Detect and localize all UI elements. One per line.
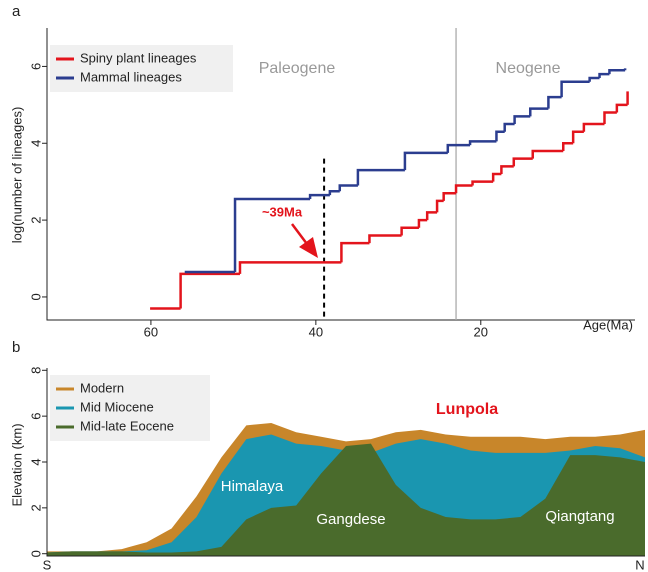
legend-label: Mid-late Eocene xyxy=(80,418,174,433)
step xyxy=(358,170,405,185)
y-tick-label: 6 xyxy=(28,63,43,70)
step xyxy=(609,70,625,74)
annotation: Qiangtang xyxy=(545,508,614,525)
step xyxy=(240,262,341,274)
annotation-arrow xyxy=(292,224,318,258)
y-tick-label: 2 xyxy=(28,504,43,511)
step xyxy=(493,174,501,182)
step xyxy=(604,113,616,125)
step xyxy=(600,74,610,78)
y-tick-label: 8 xyxy=(28,367,43,374)
step xyxy=(448,145,470,153)
step xyxy=(456,186,472,194)
step xyxy=(341,243,369,262)
step xyxy=(470,141,496,145)
panel-letter: b xyxy=(12,339,20,356)
page: {"chart_data":[ {"type":"line","panel":"… xyxy=(0,0,648,572)
step xyxy=(405,153,448,170)
step xyxy=(562,82,590,97)
legend-label: Mammal lineages xyxy=(80,69,182,84)
step xyxy=(533,151,564,159)
step xyxy=(402,228,419,236)
annotation: Gangdese xyxy=(316,511,385,528)
step xyxy=(496,132,504,142)
y-tick-label: 6 xyxy=(28,413,43,420)
x-end-label: S xyxy=(43,557,52,572)
step xyxy=(444,193,456,201)
x-tick-label: 60 xyxy=(144,324,158,339)
era-label: Paleogene xyxy=(259,60,336,77)
annotation: ~39Ma xyxy=(262,204,303,219)
x-tick-label: 40 xyxy=(309,324,323,339)
step xyxy=(330,191,340,195)
y-tick-label: 4 xyxy=(28,458,43,465)
step xyxy=(573,132,584,144)
y-axis-label: log(number of lineages) xyxy=(9,107,24,244)
series xyxy=(185,68,625,272)
step xyxy=(617,105,628,113)
step xyxy=(515,116,531,124)
step xyxy=(590,78,600,82)
step xyxy=(310,195,330,199)
y-tick-label: 0 xyxy=(28,293,43,300)
step xyxy=(181,274,240,309)
step xyxy=(427,212,437,220)
figure: a b log(number of lineages) Elevation (k… xyxy=(0,0,648,572)
x-tick-label: 20 xyxy=(474,324,488,339)
legend-label: Mid Miocene xyxy=(80,399,154,414)
annotation: Himalaya xyxy=(221,478,284,495)
legend-label: Modern xyxy=(80,380,124,395)
step xyxy=(530,109,548,117)
step xyxy=(563,143,573,151)
step xyxy=(548,97,561,109)
annotation: Lunpola xyxy=(436,401,498,418)
step xyxy=(419,220,427,228)
step xyxy=(584,124,605,132)
series xyxy=(150,91,627,308)
y-tick-label: 2 xyxy=(28,216,43,223)
panel-letter: a xyxy=(12,3,21,20)
step xyxy=(514,159,533,167)
step xyxy=(473,182,494,186)
step xyxy=(437,201,444,213)
y-tick-label: 0 xyxy=(28,550,43,557)
y-axis-label: Elevation (km) xyxy=(9,423,24,506)
era-label: Neogene xyxy=(496,60,561,77)
y-tick-label: 4 xyxy=(28,140,43,147)
step xyxy=(501,166,513,174)
legend-label: Spiny plant lineages xyxy=(80,50,197,65)
step xyxy=(369,235,401,243)
x-end-label: N xyxy=(635,557,644,572)
step xyxy=(340,186,358,192)
step xyxy=(505,124,515,132)
